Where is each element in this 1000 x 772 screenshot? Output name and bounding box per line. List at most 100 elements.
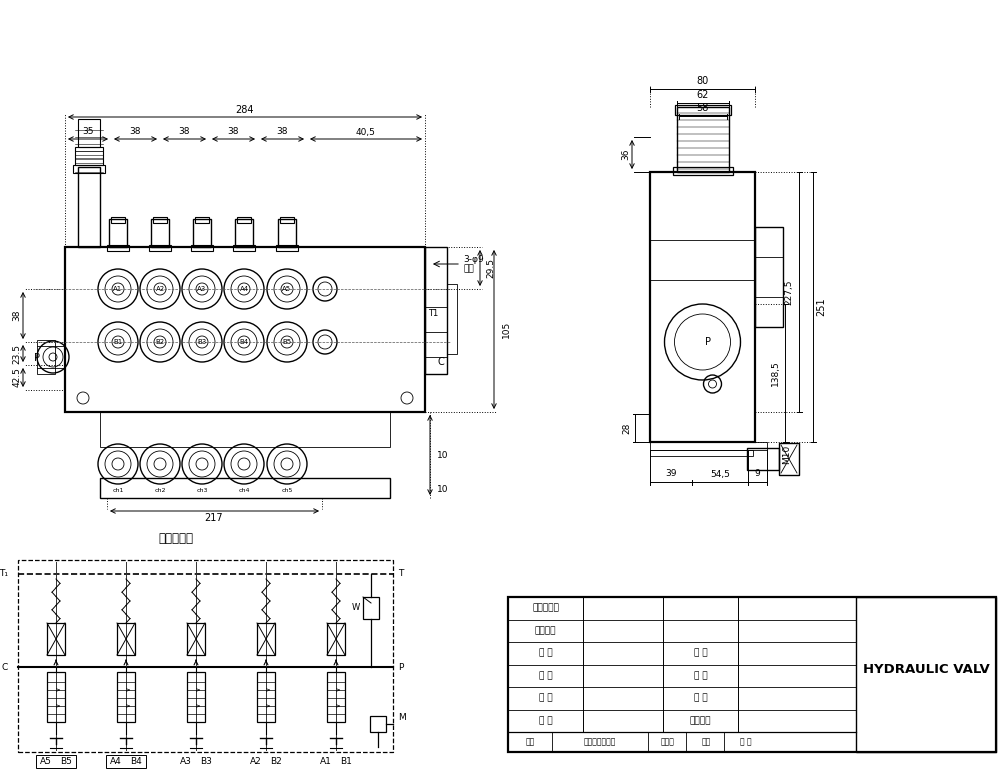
Bar — [425, 247, 447, 374]
Bar — [650, 442, 767, 450]
Bar — [191, 245, 213, 251]
Bar — [237, 217, 251, 223]
Text: C: C — [2, 662, 8, 672]
Text: 38: 38 — [12, 310, 22, 321]
Text: B3: B3 — [197, 339, 207, 345]
Bar — [235, 219, 253, 247]
Bar — [257, 623, 275, 655]
Text: A3: A3 — [197, 286, 207, 292]
Text: 工艺检查: 工艺检查 — [535, 626, 556, 635]
Bar — [117, 623, 135, 655]
Text: B2: B2 — [155, 339, 165, 345]
Text: 液压原理图: 液压原理图 — [158, 531, 193, 544]
Text: 54,5: 54,5 — [710, 469, 730, 479]
Text: 251: 251 — [816, 298, 826, 317]
Bar — [676, 107, 728, 172]
Bar — [276, 245, 298, 251]
Text: B5: B5 — [60, 757, 72, 767]
Text: 38: 38 — [277, 127, 288, 137]
Text: A4: A4 — [110, 757, 122, 767]
Bar — [149, 245, 171, 251]
Bar — [37, 340, 55, 374]
Text: A2: A2 — [250, 757, 262, 767]
Text: B4: B4 — [239, 339, 249, 345]
Text: 28: 28 — [622, 422, 632, 434]
Bar — [327, 623, 345, 655]
Bar — [278, 219, 296, 247]
Text: ch2: ch2 — [154, 487, 166, 493]
Text: 图样标记: 图样标记 — [690, 716, 711, 725]
Bar — [187, 672, 205, 722]
Text: 3-φ9: 3-φ9 — [463, 255, 484, 263]
Bar — [280, 217, 294, 223]
Bar — [107, 245, 129, 251]
Text: B2: B2 — [270, 757, 282, 767]
Text: A4: A4 — [239, 286, 249, 292]
Text: 38: 38 — [179, 127, 190, 137]
Text: T: T — [398, 570, 403, 578]
Text: 9: 9 — [755, 469, 760, 479]
Text: 35: 35 — [82, 127, 94, 137]
Text: ch4: ch4 — [238, 487, 250, 493]
Text: 10: 10 — [437, 485, 449, 493]
Bar — [508, 597, 996, 752]
Text: 通孔: 通孔 — [463, 265, 474, 273]
Bar — [100, 478, 390, 498]
Text: 设 计: 设 计 — [539, 716, 552, 725]
Text: 重 量: 重 量 — [694, 694, 707, 703]
Bar — [78, 119, 100, 147]
Text: 40,5: 40,5 — [356, 127, 376, 137]
Text: T₁: T₁ — [0, 570, 8, 578]
Bar — [100, 412, 390, 447]
Text: A2: A2 — [155, 286, 165, 292]
Text: A5: A5 — [282, 286, 292, 292]
Text: 描 图: 描 图 — [539, 671, 552, 680]
Bar — [153, 217, 167, 223]
Bar — [747, 448, 779, 470]
Text: 更改人: 更改人 — [661, 737, 675, 747]
Bar — [195, 217, 209, 223]
Text: 标记: 标记 — [525, 737, 535, 747]
Bar — [187, 623, 205, 655]
Bar — [18, 560, 393, 752]
Text: 36: 36 — [622, 148, 631, 160]
Text: 39: 39 — [665, 469, 677, 479]
Bar — [327, 672, 345, 722]
Text: A3: A3 — [180, 757, 192, 767]
Text: 更改内容或依据: 更改内容或依据 — [584, 737, 616, 747]
Text: 10: 10 — [437, 451, 448, 459]
Bar — [650, 172, 755, 442]
Bar — [650, 450, 753, 456]
Text: T1: T1 — [428, 310, 438, 319]
Bar — [65, 247, 425, 412]
Text: M: M — [398, 713, 406, 722]
Bar — [47, 623, 65, 655]
Text: 80: 80 — [696, 76, 709, 86]
Bar — [672, 167, 732, 175]
Bar — [856, 597, 996, 752]
Text: ch3: ch3 — [196, 487, 208, 493]
Text: B5: B5 — [282, 339, 292, 345]
Text: A1: A1 — [320, 757, 332, 767]
Bar — [111, 217, 125, 223]
Bar — [36, 755, 76, 768]
Text: 校 对: 校 对 — [539, 648, 552, 658]
Bar — [193, 219, 211, 247]
Text: B1: B1 — [113, 339, 123, 345]
Bar — [370, 716, 386, 732]
Text: 42.5: 42.5 — [12, 367, 22, 388]
Bar — [73, 165, 105, 173]
Bar — [674, 105, 730, 115]
Text: 套 集: 套 集 — [694, 648, 707, 658]
Bar — [151, 219, 169, 247]
Text: ch1: ch1 — [112, 487, 124, 493]
Bar — [257, 672, 275, 722]
Bar — [117, 672, 135, 722]
Bar — [47, 672, 65, 722]
Bar — [363, 597, 379, 619]
Text: B1: B1 — [340, 757, 352, 767]
Text: B4: B4 — [130, 757, 142, 767]
Text: 217: 217 — [205, 513, 223, 523]
Text: 23.5: 23.5 — [12, 344, 22, 364]
Text: 审 核: 审 核 — [740, 737, 752, 747]
